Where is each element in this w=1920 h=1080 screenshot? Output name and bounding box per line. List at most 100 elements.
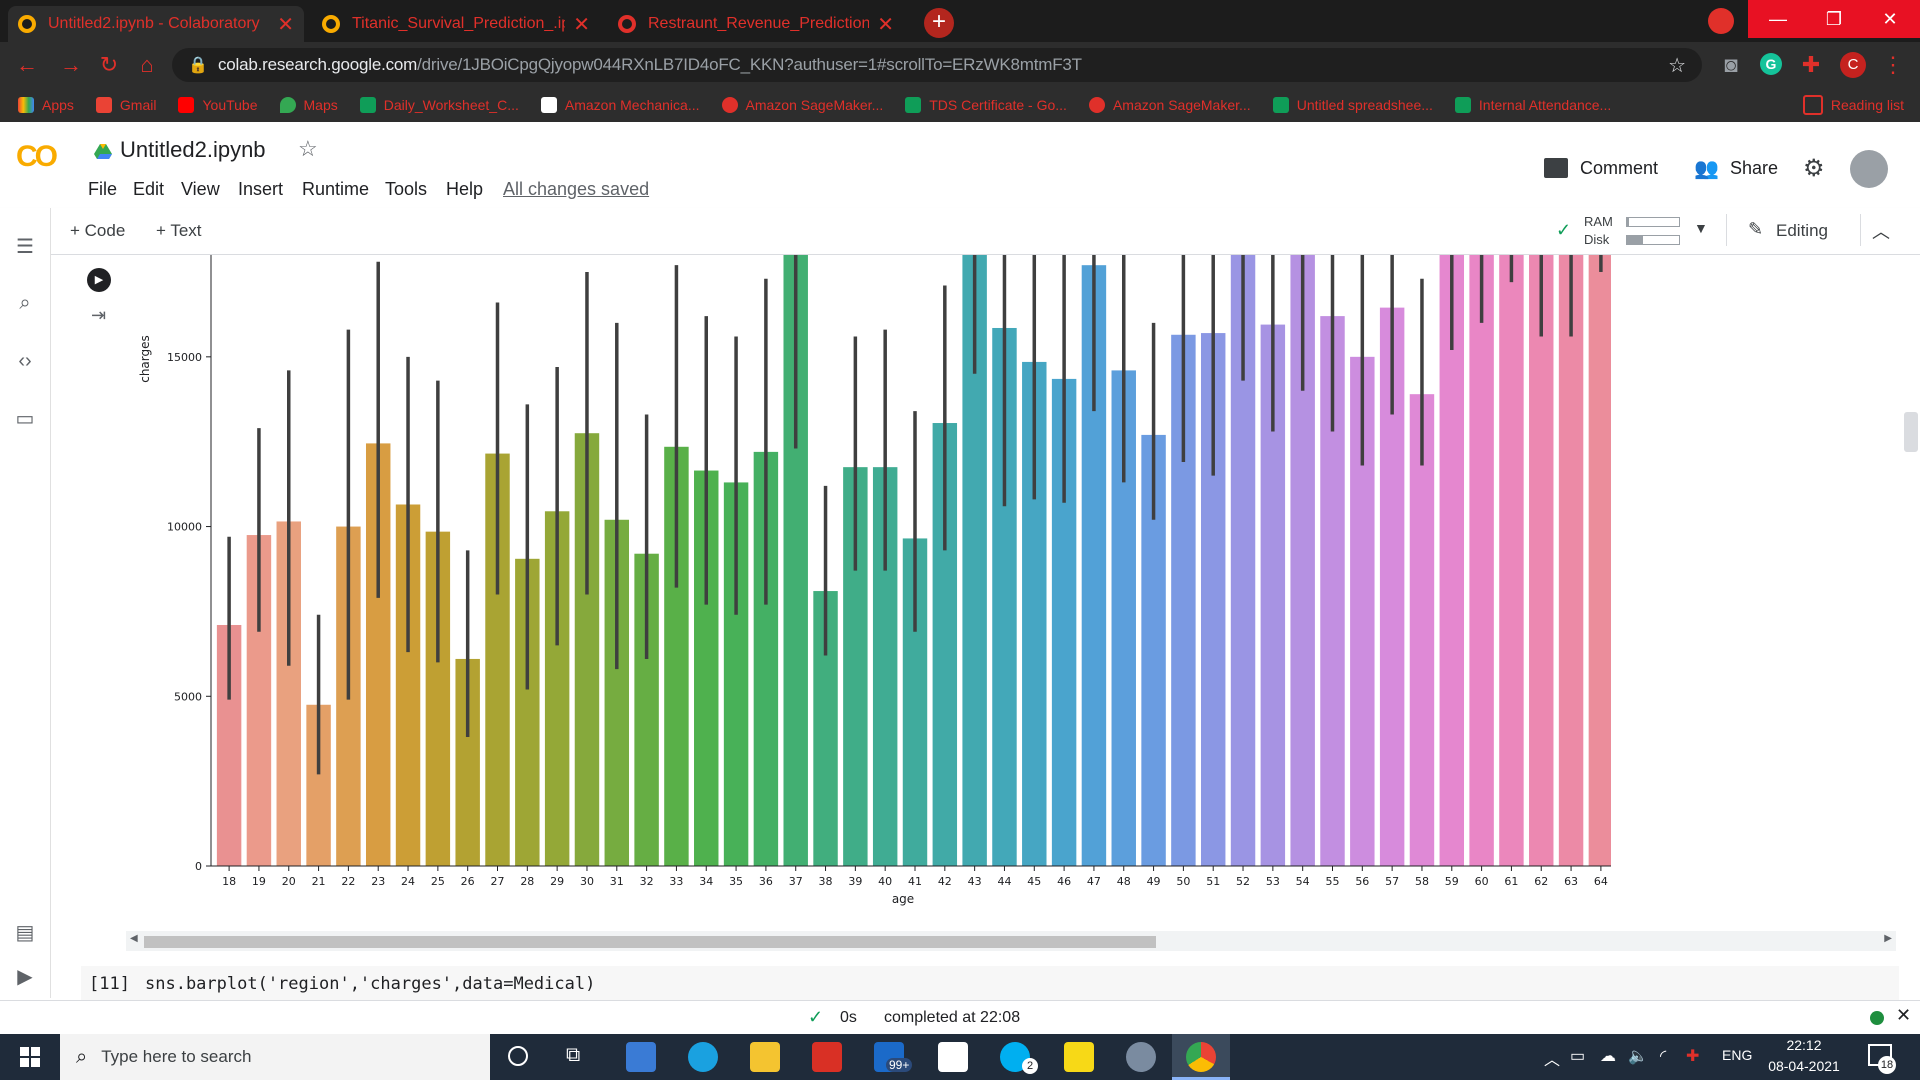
bookmark-daily-worksheet[interactable]: Daily_Worksheet_C... [359, 97, 519, 113]
scrollbar-thumb[interactable] [144, 936, 1156, 948]
bookmark-tds-certificate[interactable]: TDS Certificate - Go... [905, 97, 1067, 113]
chrome-taskbar-active[interactable] [1172, 1034, 1230, 1080]
reload-icon[interactable]: ↻ [99, 52, 119, 77]
bookmark-sagemaker-1[interactable]: Amazon SageMaker... [721, 97, 884, 113]
windows-start-icon[interactable] [20, 1047, 40, 1067]
code-cell-11[interactable]: [11] sns.barplot('region','charges',data… [81, 966, 1899, 1000]
restore-icon[interactable]: ❐ [1825, 9, 1843, 29]
bookmark-reading-list[interactable]: Reading list [1802, 95, 1904, 115]
comment-button[interactable]: Comment [1580, 158, 1659, 178]
files-folder-icon[interactable]: ▭ [15, 408, 35, 430]
menu-view[interactable]: View [181, 179, 220, 199]
back-arrow-icon[interactable]: ← [16, 52, 38, 77]
profile-avatar[interactable]: C [1840, 52, 1866, 78]
cell-code[interactable]: sns.barplot('region','charges',data=Medi… [145, 974, 596, 994]
menu-insert[interactable]: Insert [238, 179, 284, 199]
menu-edit[interactable]: Edit [133, 179, 165, 199]
bookmark-internal-attendance[interactable]: Internal Attendance... [1454, 97, 1611, 113]
bookmark-sagemaker-2[interactable]: Amazon SageMaker... [1088, 97, 1251, 113]
output-horizontal-scrollbar[interactable]: ◀ ▶ [126, 931, 1896, 951]
resources-dropdown-icon[interactable]: ▼ [1694, 220, 1708, 236]
add-text-button[interactable]: + Text [156, 221, 202, 240]
share-button[interactable]: Share [1730, 158, 1779, 178]
save-status[interactable]: All changes saved [503, 179, 650, 199]
antivirus-icon[interactable]: ✚ [1686, 1048, 1700, 1065]
output-menu-icon[interactable]: ⇥ [91, 305, 107, 325]
address-bar[interactable]: 🔒 colab.research.google.com/drive/1JBOiC… [172, 48, 1702, 82]
ram-usage-bar[interactable] [1626, 217, 1680, 227]
clock-time[interactable]: 22:12 [1786, 1037, 1822, 1053]
lock-icon: 🔒 [188, 57, 208, 74]
close-status-icon[interactable]: ✕ [1896, 1005, 1912, 1025]
bookmark-star-icon[interactable]: ☆ [1668, 55, 1686, 77]
star-notebook-icon[interactable]: ☆ [298, 136, 318, 161]
x-tick-label: 55 [1325, 875, 1339, 888]
camera-extension-icon[interactable]: ◙ [1724, 52, 1738, 77]
gift-app-icon[interactable] [812, 1042, 842, 1072]
bookmark-apps[interactable]: Apps [18, 97, 74, 113]
sticky-notes-icon[interactable] [1064, 1042, 1094, 1072]
disk-usage-bar[interactable] [1626, 235, 1680, 245]
tab-search-icon[interactable] [1708, 8, 1734, 34]
volume-icon[interactable]: 🔈 [1628, 1048, 1648, 1065]
extensions-puzzle-icon[interactable]: ✚ [1801, 52, 1821, 77]
clock-date[interactable]: 08-04-2021 [1768, 1058, 1840, 1074]
close-tab-icon[interactable]: ✕ [277, 13, 294, 36]
terminal-icon[interactable]: ▶ [17, 966, 33, 988]
comment-icon[interactable] [1544, 158, 1568, 178]
bookmark-amazon-mechanical[interactable]: Amazon Mechanica... [540, 97, 700, 113]
chrome-menu-icon[interactable]: ⋮ [1882, 52, 1904, 77]
snipping-tool-icon[interactable] [1126, 1042, 1156, 1072]
user-avatar[interactable] [1850, 150, 1888, 188]
grammarly-icon[interactable]: G [1760, 53, 1782, 75]
notebook-vertical-scrollbar-thumb[interactable] [1904, 412, 1918, 452]
add-code-button[interactable]: + Code [70, 221, 126, 240]
table-of-contents-icon[interactable]: ☰ [16, 236, 34, 258]
battery-icon[interactable]: ▭ [1570, 1048, 1586, 1065]
settings-gear-icon[interactable]: ⚙ [1803, 155, 1825, 182]
scroll-left-arrow-icon[interactable]: ◀ [130, 933, 138, 944]
browser-tab-colab-untitled2[interactable]: Untitled2.ipynb - Colaboratory ✕ [8, 6, 304, 42]
app-icon-desktop[interactable] [626, 1042, 656, 1072]
close-tab-icon[interactable]: ✕ [573, 13, 590, 36]
menu-help[interactable]: Help [446, 179, 484, 199]
run-cell-icon[interactable]: ▶ [87, 268, 111, 292]
bookmark-label: Amazon SageMaker... [745, 97, 884, 113]
close-window-icon[interactable]: ✕ [1882, 9, 1898, 29]
taskbar-search-box[interactable]: ⌕ Type here to search [60, 1034, 490, 1080]
bookmark-gmail[interactable]: Gmail [95, 97, 156, 113]
bookmark-untitled-spreadsheet[interactable]: Untitled spreadshee... [1272, 97, 1433, 113]
wifi-icon[interactable]: ◜ [1660, 1048, 1667, 1065]
home-icon[interactable]: ⌂ [140, 52, 154, 77]
notebook-title[interactable]: Untitled2.ipynb [120, 137, 266, 162]
editing-mode-button[interactable]: Editing [1776, 221, 1828, 240]
code-snippets-icon[interactable]: ‹› [18, 350, 32, 372]
bookmark-youtube[interactable]: YouTube [178, 97, 258, 113]
browser-tab-titanic[interactable]: Titanic_Survival_Prediction_.ipyn ✕ [312, 6, 600, 42]
bookmark-maps[interactable]: Maps [279, 97, 338, 113]
file-explorer-icon[interactable] [750, 1042, 780, 1072]
close-tab-icon[interactable]: ✕ [877, 13, 894, 36]
share-people-icon[interactable]: 👥 [1694, 158, 1719, 180]
active-indicator [1172, 1077, 1230, 1080]
minimize-icon[interactable]: — [1769, 9, 1787, 29]
colab-logo[interactable]: CO [16, 140, 58, 173]
x-tick-label: 48 [1117, 875, 1131, 888]
show-hidden-icons-chevron-icon[interactable]: ︿ [1544, 1052, 1561, 1069]
menu-runtime[interactable]: Runtime [302, 179, 370, 199]
new-tab-plus-icon[interactable]: + [924, 8, 954, 38]
scroll-right-arrow-icon[interactable]: ▶ [1884, 933, 1892, 944]
onedrive-cloud-icon[interactable]: ☁ [1600, 1048, 1616, 1065]
collapse-header-chevron-icon[interactable]: ︿ [1872, 222, 1890, 242]
microsoft-store-icon[interactable] [938, 1042, 968, 1072]
menu-file[interactable]: File [88, 179, 118, 199]
menu-tools[interactable]: Tools [385, 179, 428, 199]
task-view-icon[interactable]: ⧉ [566, 1044, 581, 1066]
edge-browser-icon[interactable] [688, 1042, 718, 1072]
input-language[interactable]: ENG [1722, 1047, 1753, 1063]
command-palette-icon[interactable]: ▤ [15, 922, 35, 944]
forward-arrow-icon[interactable]: → [60, 52, 82, 77]
cortana-circle-icon[interactable] [508, 1046, 528, 1066]
search-icon[interactable]: ⌕ [19, 292, 31, 314]
browser-tab-restraunt[interactable]: Restraunt_Revenue_Prediction.ip ✕ [608, 6, 904, 42]
